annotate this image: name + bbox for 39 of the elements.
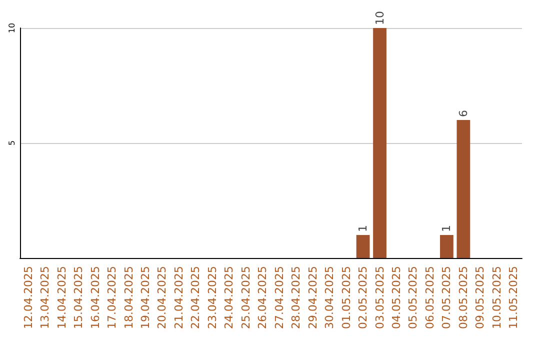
x-tick-label: 30.04.2025: [323, 266, 336, 330]
y-tick-label: 5: [8, 140, 16, 146]
x-tick-label: 21.04.2025: [172, 266, 186, 330]
x-tick-label: 10.05.2025: [490, 266, 504, 330]
x-tick-label: 24.04.2025: [222, 266, 236, 330]
bar: [356, 235, 370, 258]
x-tick-label: 20.04.2025: [156, 266, 169, 330]
x-tick-label: 25.04.2025: [239, 266, 252, 330]
x-tick-label: 14.04.2025: [55, 266, 68, 330]
x-tick-label: 05.05.2025: [406, 266, 420, 330]
x-tick-label: 11.05.2025: [507, 266, 520, 330]
x-tick-label: 28.04.2025: [290, 266, 303, 330]
x-tick-label: 23.04.2025: [206, 266, 219, 330]
x-tick-label: 07.05.2025: [440, 266, 454, 330]
x-tick-label: 08.05.2025: [456, 266, 470, 330]
x-tick-label: 18.04.2025: [122, 266, 136, 330]
bar: [456, 120, 470, 258]
data-label: 10: [373, 11, 386, 25]
x-tick-label: 02.05.2025: [356, 266, 370, 330]
data-label: 6: [456, 110, 470, 118]
x-tick-label: 22.04.2025: [189, 266, 202, 330]
x-tick-label: 06.05.2025: [423, 266, 436, 330]
bar: [440, 235, 454, 258]
x-tick-label: 09.05.2025: [474, 266, 487, 330]
x-tick-label: 03.05.2025: [373, 266, 386, 330]
x-tick-label: 12.04.2025: [22, 266, 35, 330]
data-label: 1: [440, 225, 454, 232]
x-tick-label: 13.04.2025: [38, 266, 52, 330]
x-tick-label: 27.04.2025: [272, 266, 286, 330]
x-tick-label: 26.04.2025: [256, 266, 270, 330]
x-tick-label: 29.04.2025: [306, 266, 320, 330]
bar: [373, 28, 386, 258]
x-tick-label: 16.04.2025: [88, 266, 102, 330]
data-label: 1: [356, 225, 370, 232]
x-tick-label: 04.05.2025: [390, 266, 403, 330]
x-tick-label: 01.05.2025: [340, 266, 353, 330]
x-tick-label: 19.04.2025: [139, 266, 152, 330]
x-tick-label: 17.04.2025: [106, 266, 119, 330]
x-tick-label: 15.04.2025: [72, 266, 86, 330]
